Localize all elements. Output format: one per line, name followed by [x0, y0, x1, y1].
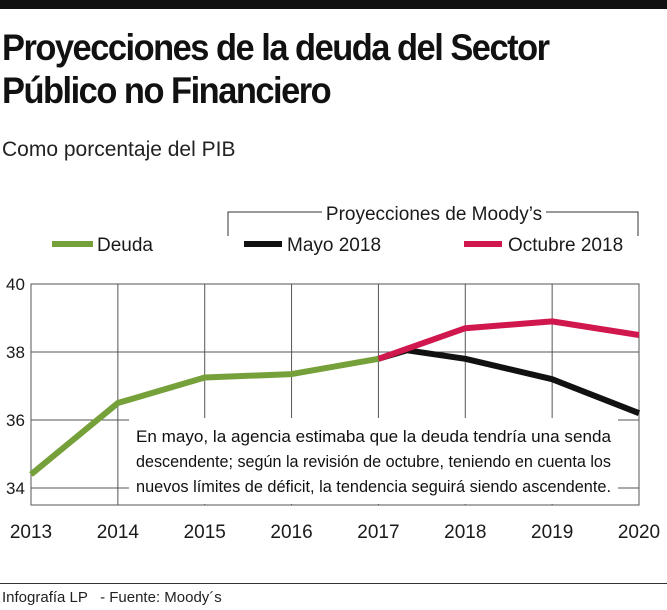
chart-title: Proyecciones de la deuda del Sector Públ…	[2, 27, 550, 111]
legend-label: Octubre 2018	[508, 235, 623, 256]
chart: 34 36 38 40 2013 2014 2015 2016 2017 2018 2019 2020…	[6, 204, 660, 543]
series-line	[377, 318, 640, 362]
chart-subtitle: Como porcentaje del PIB	[2, 138, 236, 161]
x-tick-label: 2015	[184, 522, 226, 543]
legend-bracket-right	[546, 211, 639, 236]
annotation-box	[129, 418, 618, 504]
footer-source: - Fuente: Moody´s	[100, 589, 222, 606]
legend-label: Mayo 2018	[287, 235, 381, 256]
footer-divider	[0, 583, 667, 584]
x-tick-label: 2018	[444, 522, 486, 543]
top-bar	[0, 0, 667, 9]
legend-label: Deuda	[97, 235, 153, 256]
annotation-text: descendente; según la revisión de octubr…	[136, 453, 611, 471]
annotation-text: En mayo, la agencia estimaba que la deud…	[136, 428, 612, 446]
footer-credit: Infografía LP	[2, 589, 88, 606]
legend-group-label: Proyecciones de Moody’s	[326, 204, 542, 225]
y-tick-label: 40	[6, 275, 25, 294]
series-line	[377, 347, 641, 416]
x-tick-label: 2013	[10, 522, 52, 543]
annotation-text: nuevos límites de déficit, la tendencia …	[136, 478, 611, 496]
y-tick-label: 36	[6, 411, 25, 430]
legend-bracket-left	[227, 211, 322, 236]
x-tick-label: 2014	[97, 522, 140, 543]
x-tick-label: 2017	[357, 522, 399, 543]
x-tick-label: 2020	[618, 522, 660, 543]
x-tick-label: 2016	[270, 522, 312, 543]
series-line	[29, 355, 379, 477]
y-tick-label: 38	[6, 343, 25, 362]
y-tick-label: 34	[6, 479, 25, 498]
x-tick-label: 2019	[531, 522, 573, 543]
footer: Infografía LP - Fuente: Moody´s	[2, 589, 230, 606]
plot-frame	[30, 283, 640, 506]
